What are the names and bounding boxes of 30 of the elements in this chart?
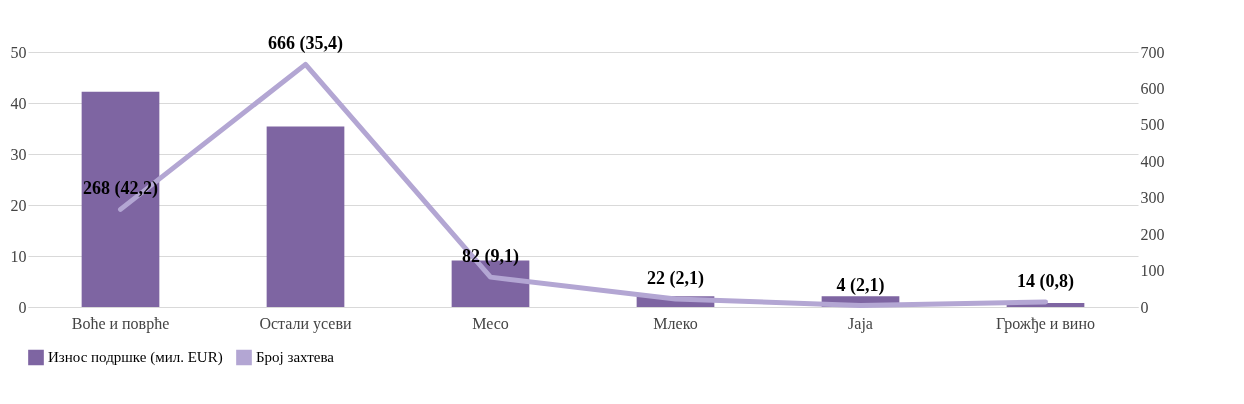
x-tick-label: Воће и поврће (71, 314, 170, 333)
data-label: 22 (2,1) (647, 267, 704, 289)
y2-tick-label: 500 (1140, 116, 1165, 134)
y2-tick-label: 300 (1140, 189, 1165, 207)
x-tick-label: Јаја (848, 314, 873, 333)
x-tick-label: Грожђе и вино (996, 314, 1095, 333)
x-tick-label: Млеко (653, 314, 698, 332)
data-label: 82 (9,1) (462, 246, 519, 268)
y-tick-label: 20 (10, 196, 27, 214)
legend-label: Број захтева (256, 349, 335, 366)
y-tick-label: 40 (10, 94, 27, 112)
data-label: 4 (2,1) (836, 274, 885, 296)
y2-tick-label: 200 (1140, 225, 1165, 243)
legend-label: Износ подршке (мил. EUR) (48, 349, 223, 367)
bar (266, 126, 345, 307)
bar (81, 91, 160, 307)
y2-tick-label: 600 (1140, 79, 1165, 97)
data-label: 268 (42,2) (83, 178, 158, 200)
y2-tick-label: 700 (1140, 43, 1165, 61)
x-tick-label: Остали усеви (259, 314, 353, 333)
x-tick-label: Месо (472, 314, 509, 332)
data-label: 14 (0,8) (1017, 270, 1074, 292)
y2-tick-label: 100 (1140, 262, 1165, 280)
y2-tick-label: 400 (1140, 152, 1165, 170)
y-tick-label: 30 (10, 145, 27, 163)
data-label: 666 (35,4) (268, 33, 343, 55)
y-tick-label: 0 (18, 298, 27, 316)
y2-tick-label: 0 (1140, 298, 1149, 316)
y-tick-label: 10 (10, 247, 27, 265)
y-tick-label: 50 (10, 43, 27, 61)
